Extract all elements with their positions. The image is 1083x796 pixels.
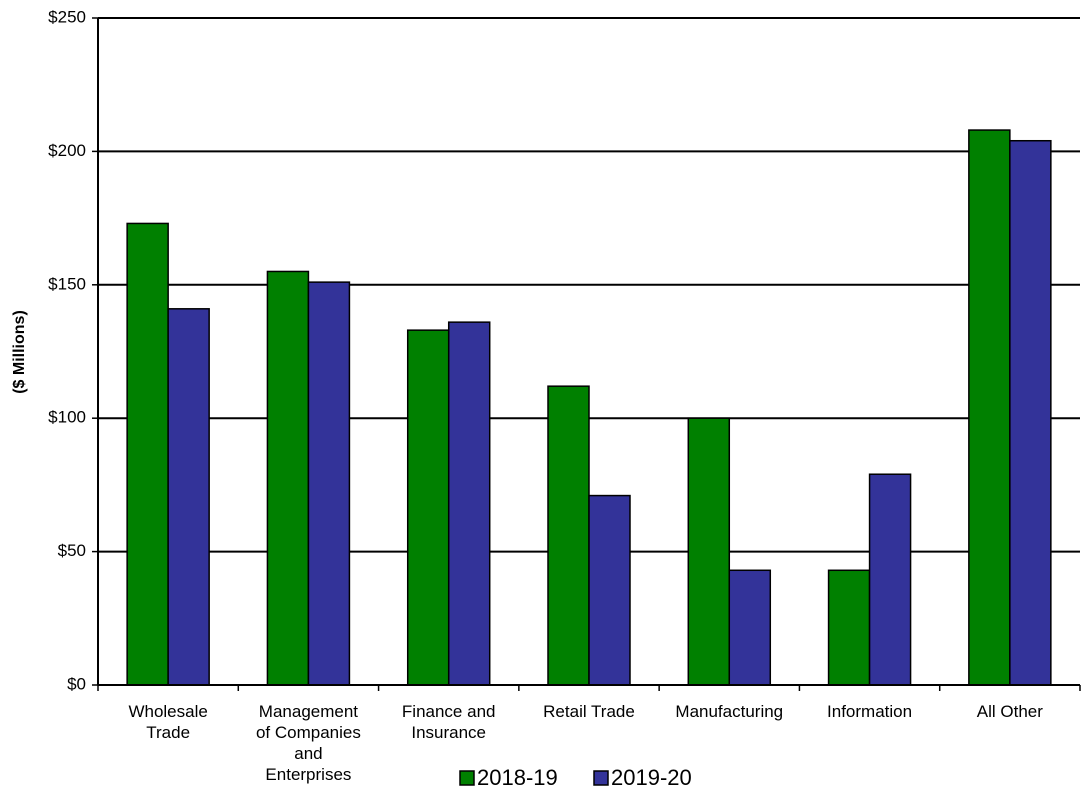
bar	[827, 569, 871, 686]
bar	[307, 281, 351, 686]
legend-swatch	[593, 770, 609, 786]
y-tick-label: $150	[48, 274, 86, 293]
y-axis-title: ($ Millions)	[11, 310, 28, 394]
x-tick-label: Management of Companies and Enterprises	[255, 702, 361, 784]
bar	[588, 494, 631, 686]
y-tick-label: $100	[48, 408, 86, 427]
x-tick-label: Information	[827, 702, 913, 721]
bar	[1009, 139, 1052, 686]
x-tick-label: Manufacturing	[675, 702, 784, 721]
legend-swatch	[459, 770, 475, 786]
y-tick-label: $50	[58, 541, 86, 560]
y-tick-label: $200	[48, 141, 86, 160]
bar	[167, 308, 210, 686]
y-tick-label: $0	[67, 674, 86, 693]
bar	[406, 329, 450, 686]
bar	[547, 385, 590, 686]
x-tick-label: All Other	[976, 702, 1043, 721]
bar	[126, 222, 169, 686]
bar	[968, 129, 1011, 686]
bar	[687, 417, 731, 686]
bar	[868, 473, 912, 686]
legend-label: 2018-19	[477, 765, 558, 790]
x-tick-label: Retail Trade	[543, 702, 635, 721]
bar	[266, 270, 310, 686]
bar	[728, 569, 772, 686]
x-tick-label: Finance and Insurance	[401, 702, 496, 742]
x-tick-label: Wholesale Trade	[128, 702, 208, 742]
bar	[447, 321, 491, 686]
y-tick-label: $250	[48, 7, 86, 26]
legend-label: 2019-20	[611, 765, 692, 790]
